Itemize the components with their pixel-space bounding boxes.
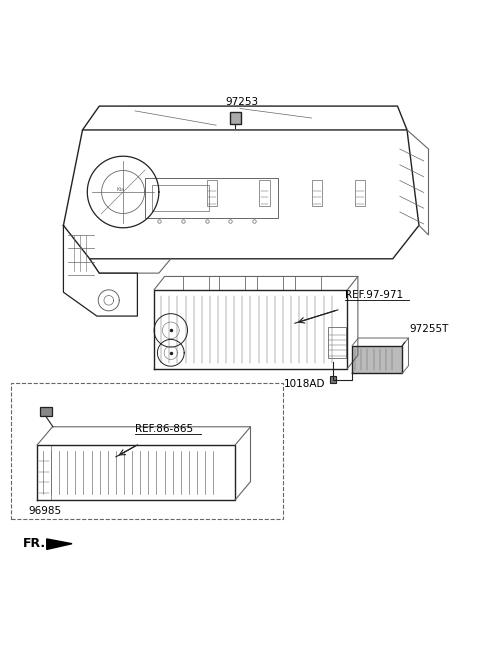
Bar: [11, 383, 283, 519]
Bar: [206, 180, 217, 206]
Bar: [312, 180, 322, 206]
Polygon shape: [47, 539, 72, 550]
Bar: [144, 178, 278, 218]
Text: REF.86-865: REF.86-865: [135, 424, 193, 434]
Bar: [218, 276, 245, 290]
Bar: [257, 276, 283, 290]
Bar: [183, 276, 209, 290]
Bar: [328, 327, 347, 358]
Text: 96985: 96985: [29, 506, 62, 516]
Bar: [37, 445, 50, 500]
Text: Kia: Kia: [117, 187, 125, 192]
Bar: [229, 112, 241, 124]
Bar: [152, 185, 209, 211]
Polygon shape: [352, 346, 402, 373]
Bar: [355, 180, 365, 206]
Bar: [39, 407, 52, 417]
Text: REF.97-971: REF.97-971: [345, 291, 403, 300]
Text: 97255T: 97255T: [409, 324, 449, 334]
Bar: [259, 180, 270, 206]
Bar: [330, 376, 336, 383]
Bar: [295, 276, 321, 290]
Text: FR.: FR.: [23, 537, 46, 550]
Text: 1018AD: 1018AD: [284, 379, 325, 389]
Text: 97253: 97253: [226, 97, 259, 107]
